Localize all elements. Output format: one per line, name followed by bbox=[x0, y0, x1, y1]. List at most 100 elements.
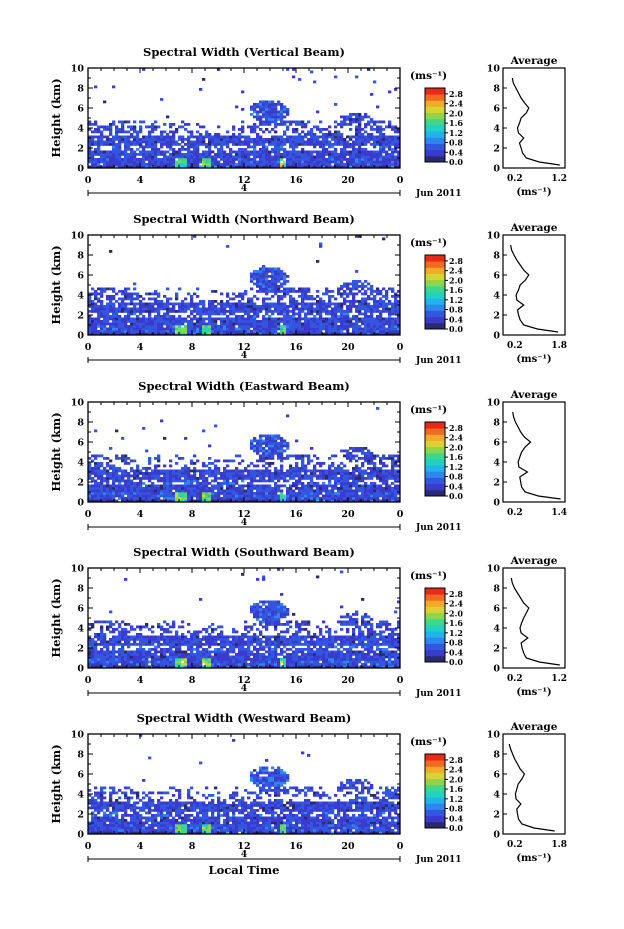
heatmap-cell bbox=[331, 330, 335, 333]
heatmap-cell bbox=[115, 492, 119, 495]
heatmap-cell bbox=[97, 128, 101, 131]
heatmap-cell bbox=[364, 130, 368, 134]
heatmap-cell bbox=[202, 320, 206, 323]
heatmap-cell bbox=[94, 332, 98, 336]
heatmap-cell bbox=[370, 499, 374, 503]
heatmap-cell bbox=[370, 285, 374, 288]
heatmap-cell bbox=[373, 467, 377, 470]
heatmap-cell bbox=[100, 290, 104, 293]
heatmap-cell bbox=[190, 477, 194, 480]
heatmap-cell bbox=[331, 489, 335, 493]
heatmap-cell bbox=[94, 302, 98, 306]
heatmap-cell bbox=[94, 325, 98, 328]
heatmap-cell bbox=[217, 148, 221, 151]
heatmap-cell bbox=[265, 270, 269, 273]
colorbar-unit-label: (ms⁻¹) bbox=[410, 70, 447, 82]
heatmap-cell bbox=[358, 472, 362, 475]
heatmap-cell bbox=[226, 165, 230, 169]
heatmap-cell bbox=[244, 322, 248, 326]
heatmap-cell bbox=[271, 100, 275, 104]
heatmap-cell bbox=[127, 487, 131, 490]
heatmap-cell bbox=[205, 150, 209, 154]
heatmap-cell bbox=[289, 330, 293, 333]
heatmap-cell bbox=[175, 484, 179, 488]
heatmap-cell bbox=[127, 320, 131, 323]
heatmap-cell bbox=[148, 150, 152, 154]
heatmap-cell bbox=[283, 322, 287, 326]
heatmap-cell bbox=[157, 492, 161, 495]
heatmap-cell bbox=[322, 499, 326, 503]
heatmap-cell bbox=[151, 310, 155, 313]
heatmap-cell bbox=[94, 479, 98, 483]
heatmap-cell bbox=[253, 123, 257, 126]
heatmap-cell bbox=[103, 317, 107, 321]
heatmap-cell bbox=[199, 477, 203, 480]
heatmap-cell bbox=[274, 292, 278, 296]
heatmap-cell bbox=[88, 464, 92, 468]
heatmap-cell bbox=[145, 302, 149, 306]
heatmap-cell bbox=[202, 327, 206, 331]
heatmap-cell bbox=[124, 290, 128, 293]
heatmap-cell bbox=[205, 477, 209, 480]
heatmap-cell bbox=[391, 489, 395, 493]
heatmap-cell bbox=[316, 125, 320, 129]
heatmap-cell bbox=[355, 158, 359, 161]
heatmap-cell bbox=[157, 315, 161, 318]
heatmap-cell bbox=[367, 133, 371, 136]
heatmap-cell bbox=[394, 302, 398, 306]
heatmap-cell bbox=[355, 492, 359, 495]
heatmap-cell bbox=[142, 155, 146, 159]
heatmap-cell bbox=[379, 477, 383, 480]
heatmap-cell bbox=[199, 125, 203, 129]
heatmap-cell bbox=[154, 315, 158, 318]
heatmap-cell bbox=[268, 108, 272, 111]
heatmap-cell bbox=[289, 489, 293, 493]
heatmap-cell bbox=[274, 320, 278, 323]
heatmap-cell bbox=[259, 105, 263, 109]
heatmap-cell bbox=[109, 295, 113, 298]
heatmap-cell bbox=[343, 290, 347, 293]
heatmap-cell bbox=[112, 160, 116, 164]
heatmap-cell bbox=[388, 163, 392, 166]
heatmap-cell bbox=[115, 484, 119, 488]
heatmap-cell bbox=[121, 484, 125, 488]
heatmap-cell bbox=[154, 320, 158, 323]
heatmap-cell bbox=[205, 322, 209, 326]
heatmap-cell bbox=[376, 125, 380, 129]
heatmap-cell bbox=[361, 447, 365, 450]
heatmap-cell bbox=[265, 499, 269, 503]
heatmap-cell bbox=[292, 492, 296, 495]
heatmap-cell bbox=[394, 322, 398, 326]
heatmap-cell bbox=[133, 487, 137, 490]
heatmap-cell bbox=[259, 165, 263, 169]
heatmap-cell bbox=[94, 292, 98, 296]
heatmap-cell bbox=[268, 120, 272, 124]
heatmap-cell bbox=[169, 489, 173, 493]
heatmap-cell bbox=[163, 158, 167, 161]
heatmap-cell bbox=[274, 317, 278, 321]
heatmap-cell bbox=[256, 489, 260, 493]
heatmap-cell bbox=[112, 295, 116, 298]
heatmap-cell bbox=[304, 143, 308, 146]
heatmap-cell bbox=[310, 327, 314, 331]
heatmap-cell bbox=[178, 155, 182, 159]
heatmap-cell bbox=[304, 487, 308, 490]
heatmap-cell bbox=[124, 469, 128, 473]
heatmap-cell bbox=[256, 325, 260, 328]
heatmap-cell bbox=[286, 499, 290, 503]
heatmap-cell bbox=[259, 138, 263, 141]
heatmap-cell bbox=[394, 125, 398, 129]
heatmap-cell bbox=[289, 120, 293, 124]
heatmap-cell bbox=[304, 302, 308, 306]
heatmap-cell bbox=[385, 135, 389, 139]
heatmap-cell bbox=[301, 163, 305, 166]
heatmap-cell bbox=[340, 120, 344, 124]
heatmap-cell bbox=[136, 477, 140, 480]
heatmap-cell bbox=[145, 332, 149, 336]
heatmap-cell bbox=[115, 320, 119, 323]
heatmap-cell bbox=[145, 307, 149, 311]
heatmap-cell bbox=[385, 487, 389, 490]
heatmap-cell bbox=[283, 277, 287, 281]
heatmap-cell bbox=[259, 118, 263, 121]
heatmap-cell bbox=[277, 158, 281, 161]
